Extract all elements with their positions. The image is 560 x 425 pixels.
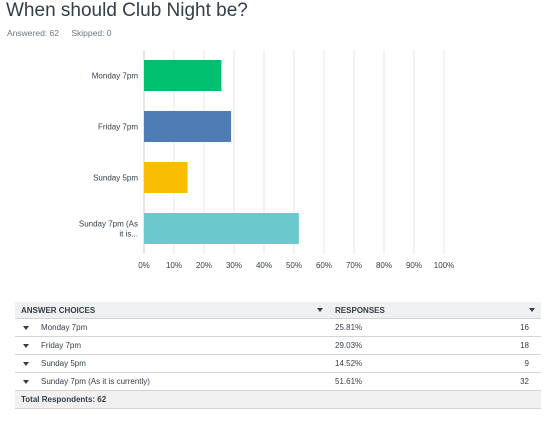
question-title: When should Club Night be?: [6, 0, 248, 21]
total-respondents: Total Respondents: 62: [15, 390, 541, 409]
sort-caret-icon[interactable]: [317, 308, 324, 312]
answered-count: Answered: 62: [7, 28, 59, 38]
x-tick-label: 10%: [166, 261, 182, 270]
choice-cell: Friday 7pm: [15, 336, 330, 355]
x-tick-label: 90%: [406, 261, 422, 270]
bar-chart: 0% 10% 20% 30% 40% 50% 60% 70% 80% 90% 100% Monday …: [79, 50, 454, 270]
expand-caret-icon[interactable]: [23, 325, 29, 330]
expand-caret-icon[interactable]: [23, 343, 29, 348]
category-label: Sunday 7pm (As it is...: [79, 220, 138, 239]
x-tick-label: 50%: [286, 261, 302, 270]
count-cell: 16: [481, 318, 541, 337]
count-cell: 18: [481, 336, 541, 355]
choice-cell: Monday 7pm: [15, 318, 330, 337]
responses-header[interactable]: RESPONSES: [329, 302, 541, 319]
bar[interactable]: [144, 60, 222, 91]
choice-label: Sunday 7pm (As it is currently): [41, 377, 150, 386]
responses-header-label: RESPONSES: [335, 305, 385, 315]
x-tick-label: 80%: [376, 261, 392, 270]
answer-choices-header[interactable]: ANSWER CHOICES: [15, 302, 330, 319]
table-row: Monday 7pm 25.81% 16: [15, 318, 541, 337]
category-label: Monday 7pm: [92, 72, 139, 81]
expand-caret-icon[interactable]: [23, 361, 29, 366]
table-row: Friday 7pm 29.03% 18: [15, 336, 541, 355]
x-tick-label: 70%: [346, 261, 362, 270]
bar[interactable]: [144, 111, 232, 142]
total-row: Total Respondents: 62: [15, 390, 541, 409]
count-cell: 9: [481, 354, 541, 373]
count-cell: 32: [481, 372, 541, 391]
percent-cell: 25.81%: [329, 318, 482, 337]
x-tick-label: 40%: [256, 261, 272, 270]
x-tick-label: 30%: [226, 261, 242, 270]
table-row: Sunday 5pm 14.52% 9: [15, 354, 541, 373]
table-row: Sunday 7pm (As it is currently) 51.61% 3…: [15, 372, 541, 391]
choice-cell: Sunday 5pm: [15, 354, 330, 373]
percent-cell: 29.03%: [329, 336, 482, 355]
sort-caret-icon[interactable]: [529, 308, 535, 312]
choice-label: Sunday 5pm: [41, 359, 86, 368]
skipped-count: Skipped: 0: [71, 28, 112, 38]
answer-choices-header-label: ANSWER CHOICES: [21, 305, 96, 315]
percent-cell: 14.52%: [329, 354, 482, 373]
x-tick-label: 20%: [196, 261, 212, 270]
table-header-row: ANSWER CHOICES RESPONSES: [15, 302, 541, 319]
category-label: Friday 7pm: [98, 123, 138, 132]
results-table: ANSWER CHOICES RESPONSES Monday 7pm 25.8…: [15, 302, 541, 409]
x-tick-label: 100%: [434, 261, 454, 270]
expand-caret-icon[interactable]: [23, 379, 29, 384]
choice-cell: Sunday 7pm (As it is currently): [15, 372, 330, 391]
choice-label: Monday 7pm: [41, 323, 88, 332]
bar[interactable]: [144, 162, 188, 193]
response-summary: Answered: 62 Skipped: 0: [7, 28, 112, 38]
x-tick-label: 60%: [316, 261, 332, 270]
bar[interactable]: [144, 213, 299, 244]
choice-label: Friday 7pm: [41, 341, 82, 350]
percent-cell: 51.61%: [329, 372, 482, 391]
x-tick-label: 0%: [138, 261, 150, 270]
category-label: Sunday 5pm: [93, 174, 138, 183]
